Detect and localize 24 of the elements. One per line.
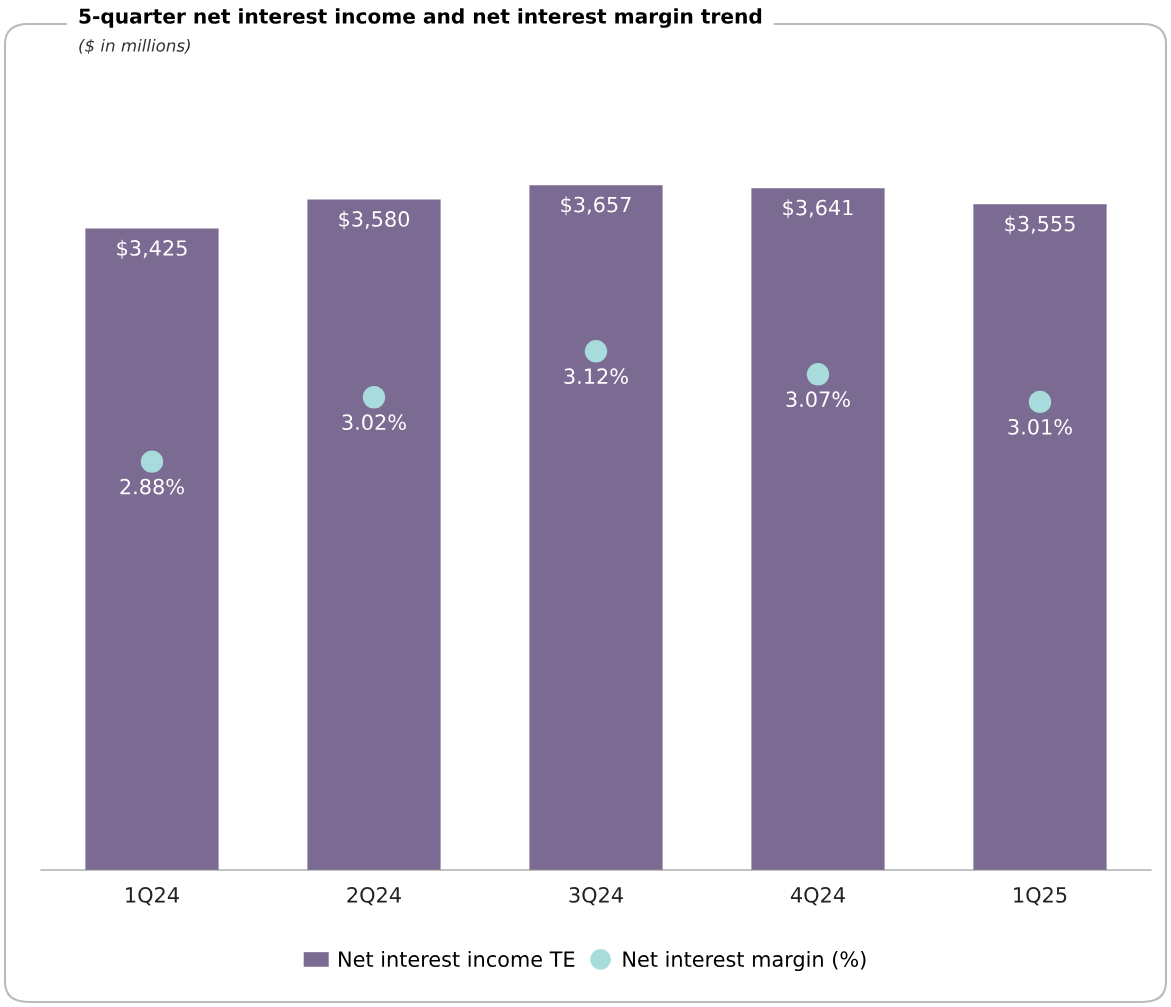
data-label: $3,580 [339, 210, 410, 230]
legend-label: Net interest margin (%) [623, 950, 866, 972]
data-label: $3,555 [1005, 215, 1075, 235]
chart-subtitle: ($ in millions) [79, 38, 190, 55]
x-tick-label: 2Q24 [347, 887, 401, 906]
data-label: 2.88% [120, 478, 184, 495]
x-tick-label: 1Q25 [1014, 887, 1067, 906]
point [584, 340, 608, 363]
data-label: 3.02% [342, 414, 406, 431]
data-label: $3,425 [117, 239, 187, 259]
point [140, 450, 164, 473]
data-label: 3.07% [786, 391, 850, 408]
x-tick-label: 1Q24 [126, 887, 179, 906]
x-tick-label: 4Q24 [790, 887, 845, 906]
point [362, 386, 386, 409]
chart-title: 5-quarter net interest income and net interest margin trend [79, 8, 762, 28]
data-label: 3.12% [564, 368, 628, 385]
point [1028, 390, 1052, 414]
x-tick-label: 3Q24 [569, 887, 623, 906]
point [806, 363, 830, 386]
data-label: $3,641 [783, 199, 853, 219]
legend-label: Net interest income TE [339, 950, 575, 968]
data-label: 3.01% [1008, 418, 1072, 435]
data-label: $3,657 [561, 196, 631, 216]
